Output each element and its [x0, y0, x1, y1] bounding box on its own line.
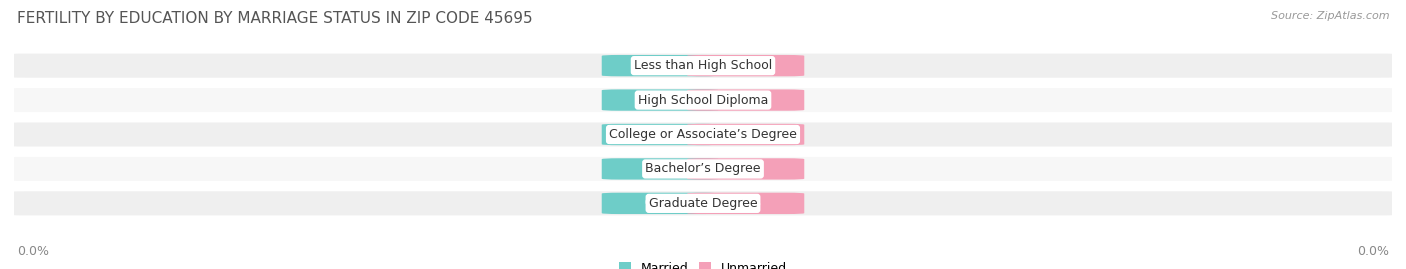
FancyBboxPatch shape: [602, 193, 718, 214]
Text: 0.0%: 0.0%: [645, 198, 676, 208]
Text: 0.0%: 0.0%: [645, 164, 676, 174]
Text: 0.0%: 0.0%: [1357, 245, 1389, 258]
Text: 0.0%: 0.0%: [730, 198, 761, 208]
Text: Graduate Degree: Graduate Degree: [648, 197, 758, 210]
FancyBboxPatch shape: [602, 158, 718, 180]
Text: High School Diploma: High School Diploma: [638, 94, 768, 107]
FancyBboxPatch shape: [7, 157, 1399, 181]
FancyBboxPatch shape: [602, 55, 718, 76]
Text: 0.0%: 0.0%: [730, 164, 761, 174]
Text: 0.0%: 0.0%: [730, 129, 761, 140]
Text: College or Associate’s Degree: College or Associate’s Degree: [609, 128, 797, 141]
Text: Bachelor’s Degree: Bachelor’s Degree: [645, 162, 761, 175]
Legend: Married, Unmarried: Married, Unmarried: [613, 257, 793, 269]
Text: 0.0%: 0.0%: [645, 95, 676, 105]
FancyBboxPatch shape: [7, 88, 1399, 112]
FancyBboxPatch shape: [602, 89, 718, 111]
FancyBboxPatch shape: [7, 191, 1399, 215]
FancyBboxPatch shape: [688, 193, 804, 214]
Text: FERTILITY BY EDUCATION BY MARRIAGE STATUS IN ZIP CODE 45695: FERTILITY BY EDUCATION BY MARRIAGE STATU…: [17, 11, 533, 26]
Text: 0.0%: 0.0%: [17, 245, 49, 258]
Text: 0.0%: 0.0%: [645, 61, 676, 71]
FancyBboxPatch shape: [688, 124, 804, 145]
Text: Source: ZipAtlas.com: Source: ZipAtlas.com: [1271, 11, 1389, 21]
Text: 0.0%: 0.0%: [730, 95, 761, 105]
Text: 0.0%: 0.0%: [645, 129, 676, 140]
FancyBboxPatch shape: [688, 55, 804, 76]
FancyBboxPatch shape: [7, 122, 1399, 147]
Text: Less than High School: Less than High School: [634, 59, 772, 72]
FancyBboxPatch shape: [688, 158, 804, 180]
FancyBboxPatch shape: [7, 54, 1399, 78]
Text: 0.0%: 0.0%: [730, 61, 761, 71]
FancyBboxPatch shape: [602, 124, 718, 145]
FancyBboxPatch shape: [688, 89, 804, 111]
